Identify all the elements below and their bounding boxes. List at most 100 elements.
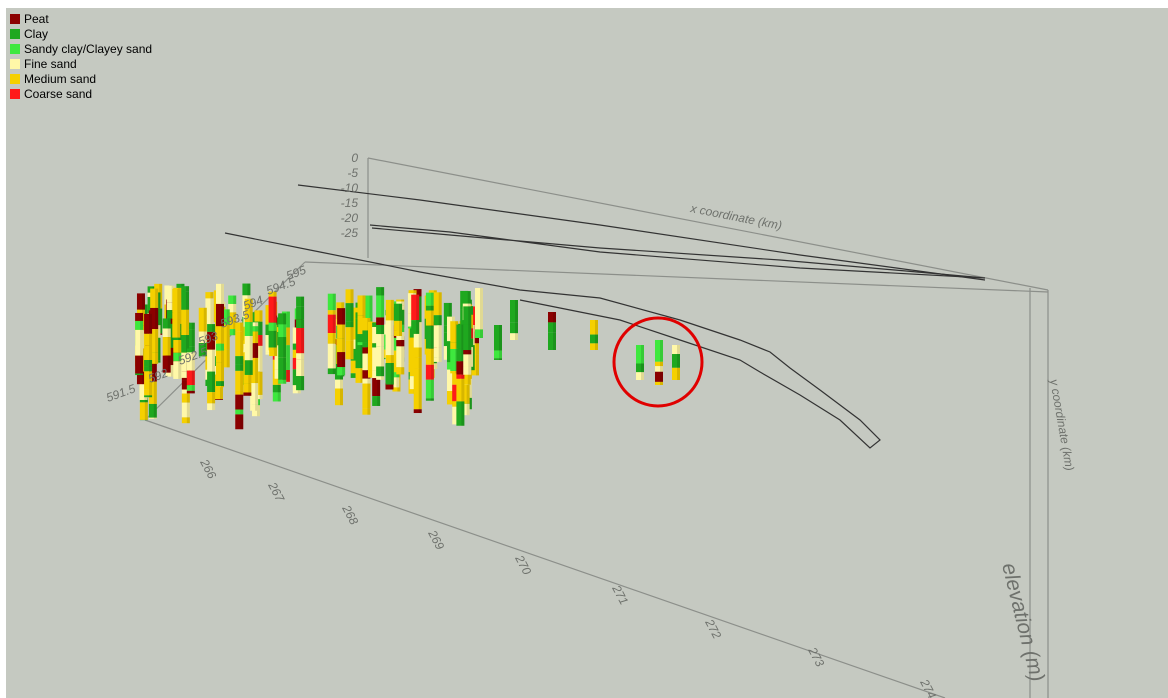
borehole-shade [350, 289, 354, 360]
borehole-shade [399, 303, 403, 337]
borehole-segment [327, 368, 336, 375]
borehole-shade [471, 325, 475, 371]
legend-label: Medium sand [24, 72, 96, 86]
borehole-segment [244, 321, 253, 336]
borehole-segment [362, 317, 371, 331]
borehole-segment [376, 334, 385, 347]
borehole-segment [144, 359, 153, 367]
highlight-circle [612, 316, 704, 408]
borehole-segment [162, 328, 171, 338]
borehole-segment [672, 354, 680, 368]
borehole-shade [677, 345, 680, 380]
borehole-segment [385, 383, 394, 390]
borehole-segment [364, 295, 373, 322]
borehole-segment [166, 285, 175, 303]
borehole-segment [337, 352, 346, 368]
borehole-segment [244, 335, 253, 361]
borehole-shade [416, 294, 420, 334]
borehole-segment [327, 343, 336, 369]
borehole-segment [296, 376, 305, 391]
borehole-shade [342, 308, 346, 376]
borehole-segment [394, 330, 403, 337]
borehole-segment [135, 373, 144, 376]
borehole-segment [186, 322, 195, 330]
borehole-segment [327, 314, 336, 334]
borehole-segment [172, 319, 181, 338]
borehole-segment [345, 321, 354, 328]
borehole-segment [181, 380, 190, 390]
borehole-segment [655, 361, 663, 367]
borehole-segment [350, 373, 359, 378]
borehole-segment [345, 289, 354, 304]
borehole-shade [255, 322, 259, 411]
borehole-segment [254, 345, 263, 372]
borehole-segment [413, 357, 422, 369]
borehole-segment [357, 295, 366, 316]
borehole-segment [228, 295, 237, 304]
borehole-segment [148, 358, 157, 382]
legend-label: Clay [24, 27, 48, 41]
borehole-segment [456, 374, 465, 379]
borehole-segment [181, 352, 190, 372]
z-tick-label: 0 [351, 151, 358, 165]
borehole-segment [334, 379, 343, 389]
borehole-segment [173, 361, 182, 379]
legend-swatch [10, 29, 20, 39]
borehole-shade [595, 320, 598, 350]
borehole-segment [362, 370, 371, 379]
borehole-shade [390, 299, 394, 385]
borehole-segment [450, 342, 459, 349]
borehole-segment [144, 366, 153, 372]
borehole-segment [494, 358, 502, 360]
borehole-segment [655, 381, 663, 385]
borehole-segment [254, 371, 263, 395]
borehole-segment [461, 382, 470, 404]
borehole-shade [167, 318, 171, 373]
borehole-segment [186, 370, 195, 386]
legend-swatch [10, 44, 20, 54]
borehole-segment [162, 337, 171, 356]
borehole-segment [135, 320, 144, 330]
borehole-segment [376, 295, 385, 318]
borehole-segment [172, 288, 181, 313]
borehole-segment [242, 283, 251, 296]
borehole-segment [207, 331, 216, 350]
borehole-shade [438, 292, 442, 362]
borehole-segment [235, 331, 244, 357]
borehole-segment [452, 401, 461, 407]
borehole-segment [396, 301, 405, 306]
legend-swatch [10, 89, 20, 99]
borehole-segment [548, 312, 556, 323]
borehole-shade [283, 313, 287, 384]
borehole-segment [150, 352, 159, 364]
borehole-segment [186, 329, 195, 347]
borehole-segment [144, 389, 153, 396]
legend-swatch [10, 14, 20, 24]
y-tick-label: 592 [146, 366, 170, 386]
borehole-shade [301, 296, 305, 391]
borehole-shade [240, 322, 244, 430]
borehole-segment [350, 360, 359, 374]
legend-swatch [10, 59, 20, 69]
borehole-segment [425, 292, 434, 306]
borehole-segment [510, 333, 518, 340]
borehole-segment [385, 335, 394, 356]
borehole-segment [433, 292, 442, 316]
borehole-segment [655, 366, 663, 372]
borehole-segment [173, 352, 182, 362]
borehole-shade [220, 283, 224, 388]
borehole-segment [396, 332, 405, 341]
borehole-segment [228, 329, 237, 336]
borehole-segment [385, 383, 394, 385]
borehole-shade [553, 312, 556, 350]
borehole-shade [480, 288, 483, 338]
borehole-segment [327, 293, 336, 311]
borehole-segment [433, 325, 442, 348]
legend-label: Coarse sand [24, 87, 92, 101]
borehole-shade [159, 283, 163, 335]
borehole-shade [233, 295, 237, 336]
borehole-segment [215, 303, 224, 327]
borehole-segment [198, 342, 207, 357]
borehole-segment [278, 313, 287, 325]
borehole-segment [672, 345, 680, 355]
